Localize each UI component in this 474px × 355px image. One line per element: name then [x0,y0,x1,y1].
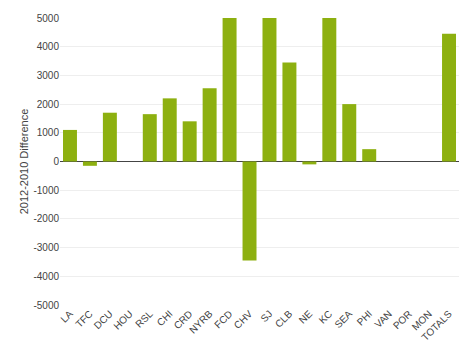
svg-text:HOU: HOU [111,308,135,332]
svg-text:-3000: -3000 [33,242,59,253]
svg-text:2000: 2000 [37,99,60,110]
svg-text:KC: KC [317,308,335,326]
svg-text:FCD: FCD [212,308,234,330]
svg-text:CHV: CHV [232,308,255,331]
svg-text:MON: MON [410,308,434,332]
svg-text:DCU: DCU [92,308,115,331]
svg-text:LA: LA [59,308,76,325]
svg-text:PHI: PHI [355,308,375,328]
svg-text:SJ: SJ [258,308,274,324]
svg-text:5000: 5000 [37,13,60,24]
svg-text:-4000: -4000 [33,271,59,282]
svg-text:CRD: CRD [172,308,195,331]
svg-text:2012-2010 Difference: 2012-2010 Difference [18,109,30,215]
svg-text:3000: 3000 [37,70,60,81]
svg-text:0: 0 [53,156,59,167]
svg-text:1000: 1000 [37,127,60,138]
svg-text:POR: POR [391,308,414,331]
svg-text:CHI: CHI [155,308,175,328]
svg-text:NE: NE [297,308,315,326]
svg-text:RSL: RSL [133,308,155,330]
svg-text:TFC: TFC [73,308,95,330]
svg-text:-2000: -2000 [33,213,59,224]
svg-text:4000: 4000 [37,41,60,52]
svg-text:SEA: SEA [332,308,354,330]
svg-text:-5000: -5000 [33,300,59,311]
svg-text:VAN: VAN [372,308,394,330]
svg-text:TOTALS: TOTALS [419,308,454,343]
svg-text:-1000: -1000 [33,185,59,196]
svg-text:CLB: CLB [273,308,295,330]
svg-text:NYRB: NYRB [187,308,215,336]
